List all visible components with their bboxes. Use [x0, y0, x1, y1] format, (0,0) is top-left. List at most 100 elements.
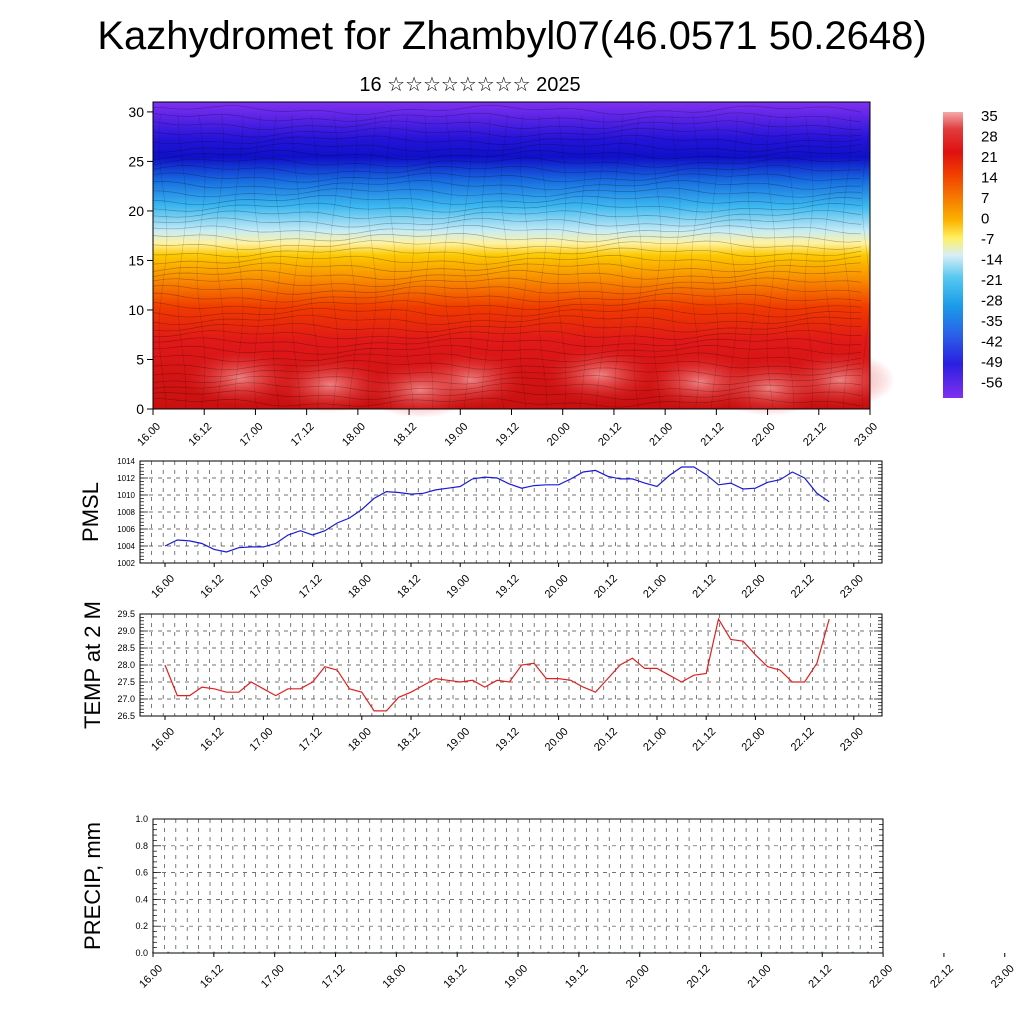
contour-line — [152, 359, 862, 371]
contour-line — [152, 127, 862, 138]
wind-streak — [215, 114, 225, 410]
contour-line — [152, 232, 862, 243]
contour-line — [152, 352, 862, 363]
x-tick-label: 19.00 — [502, 963, 530, 991]
colorbar-label: 35 — [981, 108, 998, 125]
x-tick-label: 22.00 — [740, 726, 768, 754]
x-tick-label: 20.12 — [592, 726, 620, 754]
y-tick-label: 27.5 — [117, 677, 135, 687]
precip-bar — [425, 951, 428, 953]
wind-streak — [291, 114, 301, 410]
x-tick-label: 19.12 — [494, 421, 522, 449]
colorbar-label: -35 — [981, 313, 1003, 330]
wind-streak — [367, 114, 377, 410]
heatmap-y-axis: 0 5 10 15 20 25 30 — [128, 104, 153, 417]
x-tick-label: 18.12 — [395, 573, 423, 601]
precip-panel: 0.0 0.2 0.4 0.6 0.8 1.0 PRECIP, mm 16.00 16.12 17… — [80, 814, 1017, 991]
colorbar-label: 28 — [981, 129, 998, 146]
x-tick-label: 22.00 — [867, 963, 895, 991]
x-tick-label: 21.12 — [806, 963, 834, 991]
x-tick-label: 16.12 — [198, 573, 226, 601]
precip-bar — [243, 951, 246, 953]
x-tick-label: 23.00 — [852, 421, 880, 449]
precip-bar — [532, 951, 535, 953]
wind-streak — [728, 114, 738, 409]
precip-bar — [517, 951, 520, 953]
heatmap-warm-cores — [185, 347, 895, 418]
precip-bar — [349, 951, 352, 953]
precip-bar — [821, 951, 824, 953]
x-tick-label: 16.12 — [198, 963, 226, 991]
precip-bar — [562, 951, 565, 953]
x-tick-label: 16.00 — [149, 726, 177, 754]
precip-bar — [866, 951, 869, 953]
contour-line — [152, 120, 862, 130]
y-tick-label: 0.4 — [135, 894, 148, 904]
contour-line — [152, 142, 862, 153]
precip-bar — [440, 951, 443, 953]
warm-core — [715, 360, 825, 416]
wind-streak — [272, 114, 282, 410]
contour-line — [152, 284, 862, 295]
x-tick-label: 17.00 — [259, 963, 287, 991]
x-tick-label: 16.00 — [137, 963, 165, 991]
x-tick-label: 18.12 — [391, 421, 419, 449]
x-tick-label: 23.00 — [838, 573, 866, 601]
x-tick-label: 18.00 — [346, 573, 374, 601]
contour-line — [152, 374, 862, 385]
contour-line — [152, 134, 862, 146]
wind-streak — [443, 114, 453, 410]
x-tick-label: 22.12 — [789, 573, 817, 601]
contour-line — [152, 157, 862, 168]
precip-bar — [273, 951, 276, 953]
contour-line — [152, 179, 862, 191]
wind-streak — [405, 114, 415, 410]
wind-streak — [747, 114, 757, 410]
wind-streak — [557, 114, 567, 410]
x-tick-label: 20.12 — [592, 573, 620, 601]
series-line — [164, 617, 830, 712]
y-tick-label: 1014 — [117, 457, 135, 466]
contour-line — [152, 224, 862, 236]
x-tick-label: 18.12 — [395, 726, 423, 754]
x-tick-label: 17.00 — [248, 726, 276, 754]
wind-streak — [804, 114, 814, 410]
wind-streak — [652, 114, 662, 410]
x-tick-label: 17.00 — [248, 573, 276, 601]
colorbar-label: 21 — [981, 149, 998, 166]
contour-line — [152, 262, 862, 273]
wind-streak — [348, 114, 358, 410]
x-tick-label: 21.12 — [690, 573, 718, 601]
x-tick-label: 22.00 — [740, 573, 768, 601]
precip-bar — [790, 951, 793, 953]
contour-line — [152, 217, 862, 228]
y-tick-label: 30 — [128, 104, 144, 120]
y-tick-label: 0.6 — [135, 868, 148, 878]
contour-line — [152, 307, 862, 318]
heatmap-panel: 0 5 10 15 20 25 30 16.00 16.12 17.00 17.12 18.00 18… — [128, 101, 895, 449]
wind-streak — [671, 114, 681, 410]
precip-bar — [319, 951, 322, 953]
y-tick-label: 27.0 — [117, 694, 135, 704]
x-tick-label: 21.00 — [641, 573, 669, 601]
x-tick-label: 17.12 — [297, 573, 325, 601]
contour-line — [152, 292, 862, 303]
x-tick-label: 20.12 — [596, 421, 624, 449]
wind-streak — [310, 114, 320, 410]
x-tick-label: 16.00 — [135, 421, 163, 449]
contour-line — [152, 270, 862, 281]
x-tick-label: 18.00 — [381, 963, 409, 991]
chart-subtitle: 16 ☆☆☆☆☆☆☆☆ 2025 — [359, 74, 581, 96]
precip-bar — [608, 951, 611, 953]
x-tick-label: 17.12 — [297, 726, 325, 754]
y-tick-label: 20 — [128, 203, 144, 219]
colorbar-label: 7 — [981, 190, 989, 207]
contour-line — [152, 202, 862, 213]
x-tick-label: 21.00 — [647, 421, 675, 449]
x-tick-label: 23.00 — [838, 726, 866, 754]
wind-streak — [386, 114, 396, 410]
wind-streak — [785, 114, 795, 410]
contour-line — [152, 112, 862, 123]
warm-core — [545, 347, 655, 403]
